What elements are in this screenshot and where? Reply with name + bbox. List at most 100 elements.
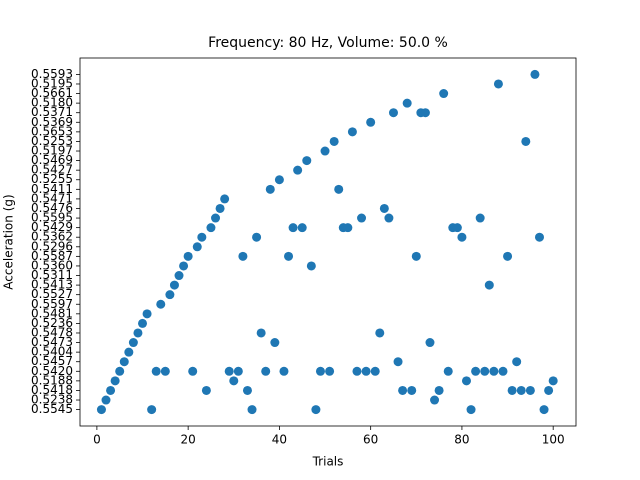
y-tick-label: 0.5595 <box>31 211 73 225</box>
point <box>293 165 303 175</box>
point <box>357 213 367 223</box>
point <box>238 251 248 261</box>
point <box>133 328 143 338</box>
point <box>288 223 298 233</box>
point <box>384 213 394 223</box>
point <box>521 136 531 146</box>
point <box>151 366 161 376</box>
point <box>443 366 453 376</box>
point <box>206 223 216 233</box>
point <box>315 366 325 376</box>
point <box>201 385 211 395</box>
y-tick-label: 0.5471 <box>31 191 73 205</box>
point <box>420 108 430 118</box>
point <box>192 242 202 252</box>
point <box>169 280 179 290</box>
y-tick-label: 0.5478 <box>31 325 73 339</box>
point <box>306 261 316 271</box>
point <box>183 251 193 261</box>
x-tick-label: 20 <box>181 433 196 447</box>
point <box>434 385 444 395</box>
point <box>252 232 262 242</box>
point <box>110 376 120 386</box>
point <box>320 146 330 156</box>
point <box>138 318 148 328</box>
y-tick-label: 0.5404 <box>31 345 73 359</box>
point <box>297 223 307 233</box>
x-tick-label: 80 <box>454 433 469 447</box>
y-tick-label: 0.5593 <box>31 67 73 81</box>
point <box>370 366 380 376</box>
point <box>229 376 239 386</box>
point <box>512 357 522 367</box>
point <box>325 366 335 376</box>
point <box>343 223 353 233</box>
point <box>439 89 449 99</box>
y-tick-label: 0.5429 <box>31 220 73 234</box>
point <box>165 290 175 300</box>
point <box>361 366 371 376</box>
y-axis-label: Acceleration (g) <box>2 194 16 289</box>
point <box>525 385 535 395</box>
point <box>119 357 129 367</box>
point <box>128 338 138 348</box>
y-tick-label: 0.5360 <box>31 258 73 272</box>
point <box>211 213 221 223</box>
point <box>484 280 494 290</box>
point <box>215 203 225 213</box>
point <box>106 385 116 395</box>
point <box>375 328 385 338</box>
point <box>411 251 421 261</box>
y-tick-label: 0.5362 <box>31 230 73 244</box>
y-tick-label: 0.5597 <box>31 297 73 311</box>
y-tick-label: 0.5473 <box>31 335 73 349</box>
y-tick-label: 0.5369 <box>31 115 73 129</box>
y-tick-label: 0.5371 <box>31 105 73 119</box>
point <box>265 184 275 194</box>
point <box>101 395 111 405</box>
point <box>233 366 243 376</box>
point <box>516 385 526 395</box>
point <box>142 309 152 319</box>
y-tick-label: 0.5527 <box>31 287 73 301</box>
point <box>256 328 266 338</box>
point <box>274 175 284 185</box>
y-tick-label: 0.5411 <box>31 182 73 196</box>
point <box>471 366 481 376</box>
y-tick-label: 0.5238 <box>31 393 73 407</box>
point <box>347 127 357 137</box>
point <box>452 223 462 233</box>
point <box>430 395 440 405</box>
point <box>188 366 198 376</box>
point <box>242 385 252 395</box>
point <box>407 385 417 395</box>
y-tick-label: 0.5180 <box>31 96 73 110</box>
x-tick-label: 40 <box>272 433 287 447</box>
y-tick-label: 0.5418 <box>31 383 73 397</box>
point <box>507 385 517 395</box>
point <box>498 366 508 376</box>
y-tick-label: 0.5195 <box>31 76 73 90</box>
y-tick-label: 0.5476 <box>31 201 73 215</box>
point <box>270 338 280 348</box>
point <box>366 117 376 127</box>
point <box>220 194 230 204</box>
point <box>224 366 234 376</box>
point <box>539 405 549 415</box>
point <box>160 366 170 376</box>
point <box>96 405 106 415</box>
point <box>388 108 398 118</box>
y-tick-label: 0.5311 <box>31 268 73 282</box>
point <box>544 385 554 395</box>
y-tick-label: 0.5413 <box>31 278 73 292</box>
chart-title: Frequency: 80 Hz, Volume: 50.0 % <box>208 35 448 51</box>
point <box>534 232 544 242</box>
point <box>398 385 408 395</box>
point <box>530 69 540 79</box>
y-tick-label: 0.5255 <box>31 172 73 186</box>
point <box>503 251 513 261</box>
y-tick-label: 0.5236 <box>31 316 73 330</box>
point <box>461 376 471 386</box>
y-tick-label: 0.5545 <box>31 402 73 416</box>
point <box>156 299 166 309</box>
